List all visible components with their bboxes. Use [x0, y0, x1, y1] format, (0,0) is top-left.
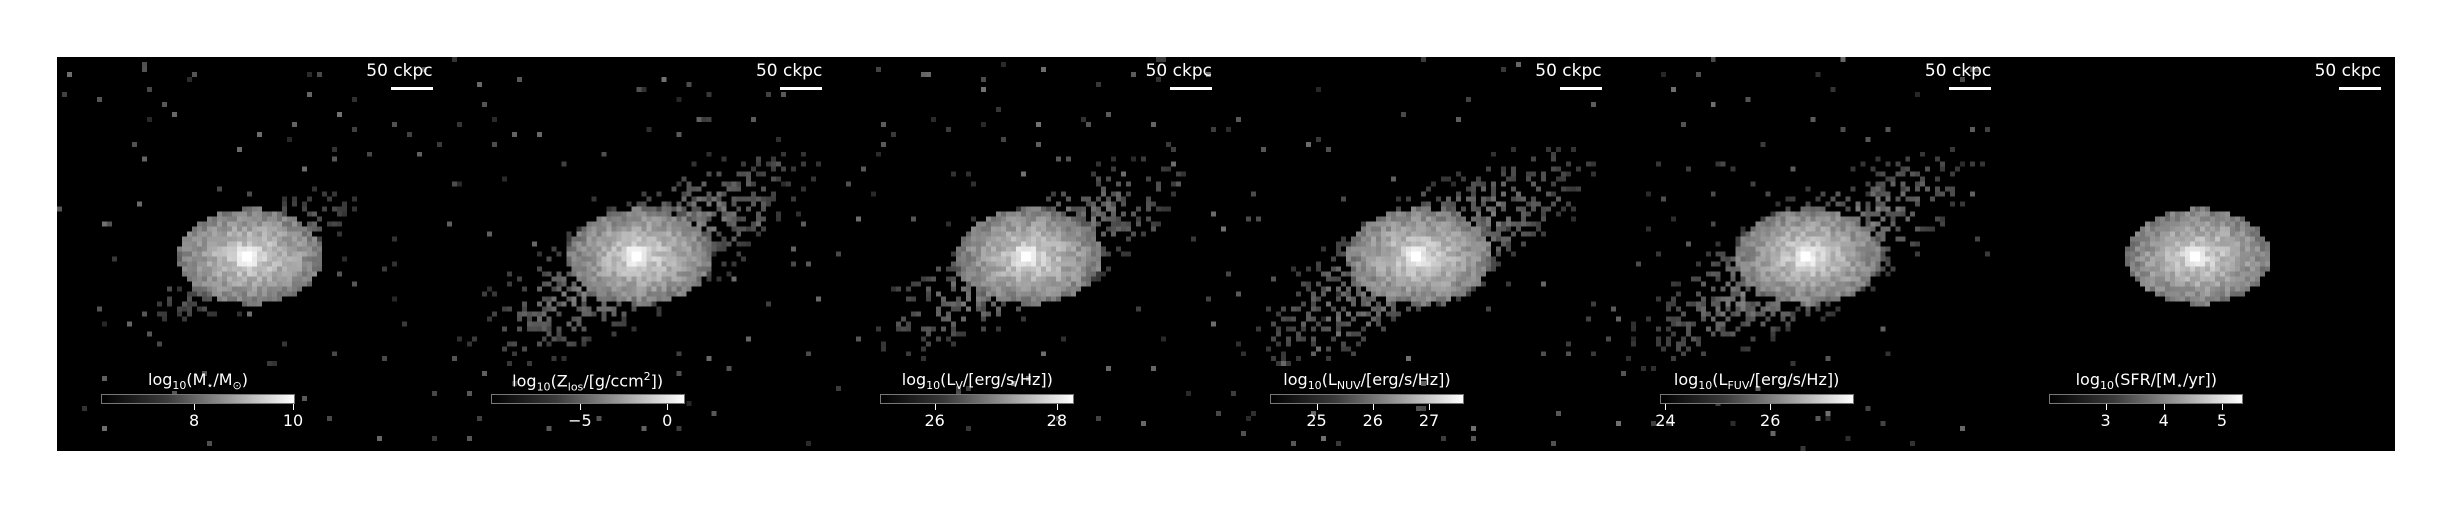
colorbar-title-quantity: (L — [1322, 370, 1337, 389]
colorbar-title-suffix: ) — [1047, 370, 1053, 389]
colorbar-tick — [2222, 404, 2223, 410]
panel-metallicity: 50 ckpc log10(Zlos/[g/ccm2]) −5 0 — [447, 57, 837, 451]
colorbar-title-prefix: log — [902, 370, 926, 389]
scalebar-line — [1170, 87, 1212, 90]
scalebar-line — [1560, 87, 1602, 90]
colorbar — [101, 394, 295, 404]
colorbar-title-quantity-rest: /[erg/s/Hz] — [1361, 370, 1445, 389]
colorbar-title-quantity: (L — [1712, 370, 1727, 389]
colorbar-tick — [1429, 404, 1430, 410]
colorbar-tick-label: 24 — [1655, 411, 1675, 430]
scalebar-line — [391, 87, 433, 90]
colorbar-title-prefix: log — [148, 370, 172, 389]
colorbar-title-quantity-sub: NUV — [1337, 379, 1361, 392]
colorbar-title-base: 10 — [1698, 379, 1712, 392]
colorbar-title: log10(SFR/[M⋆/yr]) — [2049, 370, 2243, 392]
scalebar-line — [780, 87, 822, 90]
scalebar-label: 50 ckpc — [1535, 61, 1601, 81]
colorbar-tick-label: 10 — [283, 411, 303, 430]
colorbar-title-prefix: log — [512, 371, 536, 390]
colorbar-tick — [2164, 404, 2165, 410]
colorbar-tick — [1317, 404, 1318, 410]
colorbar-title-suffix: ]) — [651, 371, 663, 390]
panel-fuv-luminosity: 50 ckpc log10(LFUV/[erg/s/Hz]) 24 26 — [1616, 57, 2006, 451]
colorbar-tick-label: 0 — [662, 411, 672, 430]
colorbar-title-prefix: log — [2076, 370, 2100, 389]
colorbar-title-quantity-sub: los — [568, 381, 584, 394]
colorbar — [491, 394, 685, 404]
colorbar-title-quantity-sub: V — [955, 379, 963, 392]
panel-star-formation-rate: 50 ckpc log10(SFR/[M⋆/yr]) 3 4 5 — [2005, 57, 2395, 451]
colorbar-tick-label: 4 — [2159, 411, 2169, 430]
colorbar-title-quantity-rest: /[g/ccm — [583, 371, 643, 390]
colorbar-tick-label: 27 — [1419, 411, 1439, 430]
panel-nuv-luminosity: 50 ckpc log10(LNUV/[erg/s/Hz]) 25 26 27 — [1226, 57, 1616, 451]
colorbar-tick — [1665, 404, 1666, 410]
colorbar-title-base: 10 — [172, 379, 186, 392]
colorbar-title: log10(LFUV/[erg/s/Hz]) — [1660, 370, 1854, 392]
colorbar-tick-label: 28 — [1047, 411, 1067, 430]
colorbar-tick-label: −5 — [568, 411, 592, 430]
scalebar-line — [2339, 87, 2381, 90]
colorbar-tick — [1770, 404, 1771, 410]
colorbar-tick — [1373, 404, 1374, 410]
colorbar-title: log10(LNUV/[erg/s/Hz]) — [1270, 370, 1464, 392]
colorbar-tick-label: 26 — [1363, 411, 1383, 430]
colorbar-title-unit-sup: 2 — [644, 370, 651, 383]
colorbar-tick-label: 8 — [189, 411, 199, 430]
scalebar-label: 50 ckpc — [1146, 61, 1212, 81]
colorbar-tick-label: 3 — [2100, 411, 2110, 430]
colorbar-tick — [935, 404, 936, 410]
scalebar-label: 50 ckpc — [366, 61, 432, 81]
scalebar-label: 50 ckpc — [1925, 61, 1991, 81]
colorbar-title-base: 10 — [537, 381, 551, 394]
colorbar-tick — [2106, 404, 2107, 410]
colorbar-tick-label: 25 — [1306, 411, 1326, 430]
colorbar-title-quantity-rest: /M — [213, 370, 232, 389]
colorbar-title-quantity-sub: FUV — [1727, 379, 1749, 392]
colorbar-title-quantity: (SFR/[M — [2114, 370, 2176, 389]
colorbar-title-suffix: ) — [242, 370, 248, 389]
colorbar-title-quantity: (L — [940, 370, 955, 389]
image-strip: 50 ckpc log10(M⋆/M⊙) 8 10 50 ckpc log10(Zlos/… — [57, 57, 2395, 451]
colorbar-title-base: 10 — [926, 379, 940, 392]
colorbar-title-quantity-rest: /[erg/s/Hz] — [1749, 370, 1833, 389]
colorbar-tick — [293, 404, 294, 410]
colorbar-title-suffix: ) — [2211, 370, 2217, 389]
colorbar-tick — [1057, 404, 1058, 410]
scalebar-line — [1949, 87, 1991, 90]
colorbar-title-base: 10 — [1308, 379, 1322, 392]
colorbar-title: log10(Zlos/[g/ccm2]) — [491, 370, 685, 394]
colorbar — [880, 394, 1074, 404]
colorbar — [2049, 394, 2243, 404]
colorbar — [1660, 394, 1854, 404]
colorbar-title-quantity: (M — [186, 370, 206, 389]
colorbar-title-quantity-rest: /[erg/s/Hz] — [963, 370, 1047, 389]
colorbar-title-quantity-sub: ⋆ — [2176, 379, 2183, 392]
panel-stellar-mass: 50 ckpc log10(M⋆/M⊙) 8 10 — [57, 57, 447, 451]
colorbar-title-unit-sub: ⊙ — [233, 379, 242, 392]
colorbar-title: log10(LV/[erg/s/Hz]) — [880, 370, 1074, 392]
colorbar-tick — [580, 404, 581, 410]
colorbar-title-suffix: ) — [1444, 370, 1450, 389]
colorbar-title-prefix: log — [1674, 370, 1698, 389]
colorbar-tick-label: 26 — [924, 411, 944, 430]
colorbar-title-base: 10 — [2100, 379, 2114, 392]
colorbar-title-quantity: (Z — [551, 371, 568, 390]
colorbar-title-quantity-rest: /yr] — [2183, 370, 2211, 389]
colorbar-title-prefix: log — [1283, 370, 1307, 389]
scalebar-label: 50 ckpc — [756, 61, 822, 81]
colorbar-title-suffix: ) — [1833, 370, 1839, 389]
colorbar-tick-label: 26 — [1760, 411, 1780, 430]
colorbar — [1270, 394, 1464, 404]
colorbar-tick-label: 5 — [2217, 411, 2227, 430]
colorbar-tick — [667, 404, 668, 410]
scalebar-label: 50 ckpc — [2315, 61, 2381, 81]
colorbar-title: log10(M⋆/M⊙) — [101, 370, 295, 392]
colorbar-tick — [194, 404, 195, 410]
panel-v-band-luminosity: 50 ckpc log10(LV/[erg/s/Hz]) 26 28 — [836, 57, 1226, 451]
